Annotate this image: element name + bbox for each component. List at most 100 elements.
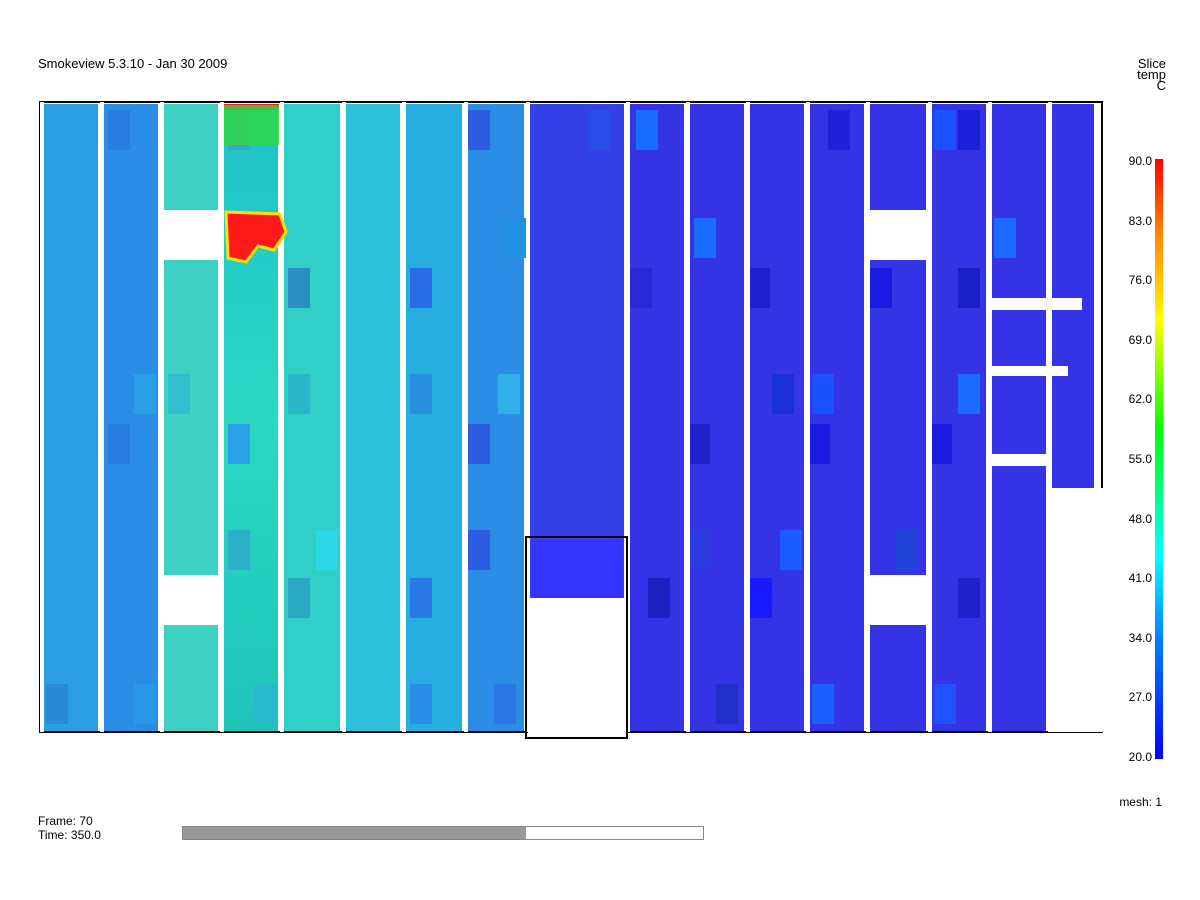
vent-region bbox=[532, 540, 622, 598]
column-divider bbox=[280, 102, 284, 732]
frame-info: Frame: 70 Time: 350.0 bbox=[38, 814, 101, 842]
slice-column bbox=[222, 104, 278, 731]
obstruction-block bbox=[468, 530, 490, 570]
obstruction-block bbox=[750, 578, 772, 618]
obstruction-block bbox=[994, 218, 1016, 258]
column-divider bbox=[1048, 102, 1052, 732]
slice-column bbox=[344, 104, 400, 731]
slice-column bbox=[42, 104, 98, 731]
obstruction-block bbox=[896, 530, 918, 570]
blocked-region bbox=[160, 210, 220, 260]
column-divider bbox=[988, 102, 992, 732]
colorbar-label: 62.0 bbox=[1128, 392, 1152, 407]
slice-column bbox=[162, 104, 218, 731]
obstruction-block bbox=[588, 110, 610, 150]
column-divider bbox=[928, 102, 932, 732]
obstruction-block bbox=[748, 268, 770, 308]
obstruction-block bbox=[108, 110, 130, 150]
blocked-region bbox=[990, 454, 1050, 466]
slice-column bbox=[688, 104, 744, 731]
obstruction-block bbox=[688, 530, 710, 570]
warm-plume bbox=[224, 105, 279, 145]
obstruction-block bbox=[228, 530, 250, 570]
obstruction-block bbox=[630, 268, 652, 308]
obstruction-block bbox=[934, 110, 956, 150]
column-divider bbox=[220, 102, 224, 732]
obstruction-block bbox=[504, 218, 526, 258]
blocked-region bbox=[868, 575, 928, 625]
obstruction-block bbox=[808, 424, 830, 464]
column-divider bbox=[464, 102, 468, 732]
colorbar-title: Slice temp C bbox=[1112, 56, 1166, 93]
obstruction-block bbox=[958, 578, 980, 618]
obstruction-block bbox=[316, 530, 338, 570]
obstruction-block bbox=[168, 374, 190, 414]
blocked-region bbox=[160, 575, 220, 625]
column-divider bbox=[160, 102, 164, 732]
obstruction-block bbox=[828, 110, 850, 150]
blocked-region bbox=[868, 210, 928, 260]
colorbar-label: 41.0 bbox=[1128, 571, 1152, 586]
obstruction-block bbox=[288, 268, 310, 308]
obstruction-block bbox=[410, 684, 432, 724]
slice-column bbox=[808, 104, 864, 731]
obstruction-block bbox=[494, 684, 516, 724]
blocked-region bbox=[990, 298, 1082, 310]
time-slider[interactable] bbox=[182, 826, 704, 840]
obstruction-block bbox=[46, 684, 68, 724]
time-slider-fill bbox=[183, 827, 527, 839]
obstruction-block bbox=[498, 374, 520, 414]
slice-column bbox=[404, 104, 462, 731]
column-divider bbox=[526, 102, 530, 732]
obstruction-block bbox=[930, 424, 952, 464]
obstruction-block bbox=[468, 424, 490, 464]
blocked-region bbox=[528, 598, 626, 738]
hot-spot-fire bbox=[224, 210, 288, 264]
colorbar-label: 48.0 bbox=[1128, 511, 1152, 526]
obstruction-block bbox=[648, 578, 670, 618]
colorbar-label: 90.0 bbox=[1128, 154, 1152, 168]
obstruction-block bbox=[468, 110, 490, 150]
colorbar-title-line1: Slice bbox=[1137, 56, 1166, 71]
obstruction-block bbox=[410, 578, 432, 618]
obstruction-block bbox=[108, 424, 130, 464]
obstruction-block bbox=[812, 684, 834, 724]
column-divider bbox=[40, 102, 44, 732]
colorbar-label: 76.0 bbox=[1128, 273, 1152, 288]
colorbar-label: 20.0 bbox=[1128, 750, 1152, 764]
obstruction-block bbox=[410, 268, 432, 308]
obstruction-block bbox=[812, 374, 834, 414]
slice-column bbox=[930, 104, 986, 731]
obstruction-block bbox=[410, 374, 432, 414]
column-divider bbox=[342, 102, 346, 732]
vent-box bbox=[525, 536, 628, 739]
obstruction-block bbox=[134, 374, 156, 414]
colorbar-label: 69.0 bbox=[1128, 332, 1152, 347]
colorbar-label: 83.0 bbox=[1128, 213, 1152, 228]
slice-column bbox=[868, 104, 926, 731]
column-divider bbox=[746, 102, 750, 732]
obstruction-block bbox=[288, 374, 310, 414]
obstruction-block bbox=[254, 684, 276, 724]
time-label: Time: 350.0 bbox=[38, 828, 101, 842]
column-divider bbox=[626, 102, 630, 732]
obstruction-block bbox=[870, 268, 892, 308]
obstruction-block bbox=[288, 578, 310, 618]
column-divider bbox=[686, 102, 690, 732]
slice-column bbox=[282, 104, 340, 731]
obstruction-block bbox=[694, 218, 716, 258]
obstruction-block bbox=[228, 424, 250, 464]
obstruction-block bbox=[134, 684, 156, 724]
column-divider bbox=[866, 102, 870, 732]
frame-label: Frame: 70 bbox=[38, 814, 93, 828]
slice-column bbox=[748, 104, 804, 731]
slice-column bbox=[102, 104, 158, 731]
mesh-label: mesh: 1 bbox=[1119, 795, 1162, 809]
column-divider bbox=[402, 102, 406, 732]
obstruction-block bbox=[636, 110, 658, 150]
slice-column bbox=[628, 104, 684, 731]
outside-region bbox=[1048, 488, 1104, 732]
colorbar-title-line3: C bbox=[1156, 78, 1166, 93]
obstruction-block bbox=[958, 374, 980, 414]
